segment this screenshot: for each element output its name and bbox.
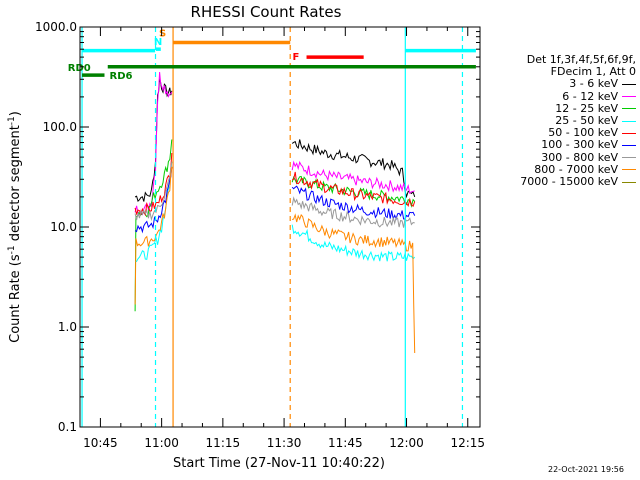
x-tick-label: 11:30 [267, 436, 302, 450]
legend-swatch [622, 144, 636, 146]
series-line [291, 171, 416, 208]
series-line [291, 224, 416, 262]
series-line [291, 196, 415, 228]
legend-entry: 100 - 300 keV [486, 139, 636, 151]
x-tick-label: 10:45 [83, 436, 118, 450]
legend-label: 300 - 800 keV [541, 150, 618, 164]
series-line [134, 166, 173, 234]
legend-swatch [622, 83, 636, 85]
status-bar-label: RD6 [110, 71, 133, 82]
x-tick-label: 11:45 [328, 436, 363, 450]
legend-entry: 50 - 100 keV [486, 127, 636, 139]
status-bar-label: S [159, 28, 166, 39]
y-axis-label-part: Count Rate (s [8, 254, 23, 343]
series-line [292, 213, 416, 354]
series-line [291, 160, 415, 195]
date-stamp: 22-Oct-2021 19:56 [548, 465, 624, 474]
plot-frame [79, 26, 481, 428]
legend-swatch [622, 181, 636, 183]
legend-entry: 25 - 50 keV [486, 114, 636, 128]
series-line [134, 161, 173, 222]
legend-swatch [622, 169, 636, 171]
legend-label: 25 - 50 keV [555, 114, 618, 128]
series-line [291, 139, 416, 199]
legend-header-line: FDecim 1, Att 0 [550, 65, 636, 79]
legend-swatch [622, 120, 636, 122]
y-axis-label-part: ) [8, 111, 23, 116]
legend-header-line: Det 1f,3f,4f,5f,6f,9f, [526, 53, 636, 66]
chart-title: RHESSI Count Rates [191, 3, 342, 21]
y-axis-label-sup: -1 [7, 245, 17, 254]
legend-entry: 6 - 12 keV [486, 89, 636, 103]
legend-label: 6 - 12 keV [562, 89, 618, 103]
legend-label: 3 - 6 keV [569, 77, 618, 91]
marker-layer: NS F RD0 RD6 [68, 27, 476, 427]
legend-swatch [622, 96, 636, 98]
x-axis-label: Start Time (27-Nov-11 10:40:22) [173, 456, 385, 471]
x-tick-label: 11:00 [144, 436, 179, 450]
legend-label: 100 - 300 keV [541, 138, 618, 152]
x-tick-label: 11:15 [206, 436, 241, 450]
legend-entry: 800 - 7000 keV [486, 162, 636, 176]
y-tick-label: 100.0 [43, 120, 77, 134]
legend-label: 50 - 100 keV [548, 126, 618, 140]
legend-swatch [622, 157, 636, 159]
series-line [134, 139, 173, 312]
legend-entry: 300 - 800 keV [486, 150, 636, 164]
legend-entry: 7000 - 15000 keV [486, 175, 636, 189]
status-bar-label: F [293, 52, 300, 63]
legend-swatch [622, 132, 636, 134]
y-tick-label: 10.0 [50, 220, 77, 234]
legend-entry: 3 - 6 keV [486, 78, 636, 90]
legend-entry: 12 - 25 keV [486, 101, 636, 115]
legend-entries: 3 - 6 keV 6 - 12 keV 12 - 25 keV 25 - 50 ke… [486, 78, 636, 188]
y-axis-label-sup: -1 [7, 116, 17, 125]
y-tick-label: 1.0 [58, 320, 77, 334]
status-bar-label: RD0 [68, 63, 91, 74]
x-tick-label: 12:00 [389, 436, 424, 450]
legend-swatch [622, 108, 636, 110]
status-bar-label: N [154, 37, 162, 48]
x-tick-label: 12:15 [450, 436, 485, 450]
axis-layer: 0.1 1.0 10.0 100.0 1000.0 10:45 11:00 11:15 11:3… [35, 20, 485, 450]
y-axis-label-part: detector segment [8, 125, 23, 245]
legend-label: 12 - 25 keV [555, 101, 618, 115]
legend-label: 800 - 7000 keV [534, 162, 618, 176]
series-line [134, 166, 173, 305]
legend-label: 7000 - 15000 keV [520, 175, 618, 189]
data-layer [134, 71, 416, 354]
y-tick-label: 1000.0 [35, 20, 77, 34]
y-tick-label: 0.1 [58, 420, 77, 434]
y-axis-label: Count Rate (s-1 detector segment-1) [7, 111, 23, 343]
legend: Det 1f,3f,4f,5f,6f,9f, FDecim 1, Att 0 3… [486, 53, 636, 188]
